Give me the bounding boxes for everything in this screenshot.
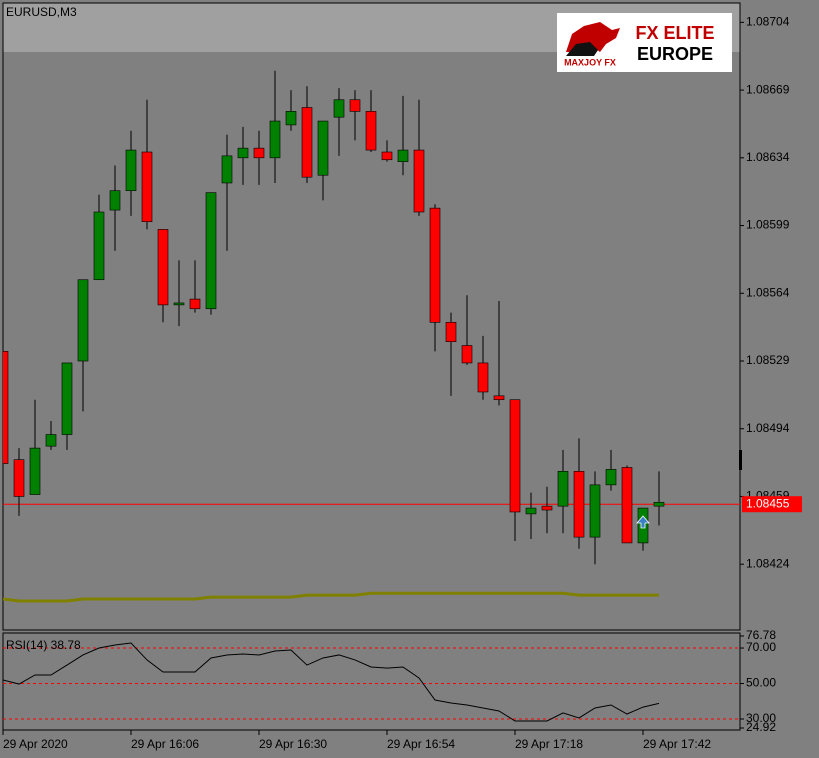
rsi-line xyxy=(3,642,660,722)
logo: MAXJOY FX FX ELITE EUROPE xyxy=(557,13,732,72)
candle-body xyxy=(621,467,633,544)
y-tick-label: 1.08529 xyxy=(746,353,790,367)
candle-body xyxy=(93,211,105,281)
rsi-plot xyxy=(3,642,740,722)
symbol-label: EURUSD,M3 xyxy=(6,5,77,19)
x-tick-label: 29 Apr 16:30 xyxy=(259,737,327,751)
candle-body xyxy=(205,192,217,310)
price-box xyxy=(742,496,802,513)
bull-shadow xyxy=(566,42,598,56)
axes: 1.08704 1.08669 1.08634 1.08599 1.08564 1.085… xyxy=(2,15,790,751)
candle-body xyxy=(557,471,569,507)
candle-body xyxy=(173,302,185,306)
candle-body xyxy=(429,207,441,323)
x-tick-label: 29 Apr 16:06 xyxy=(131,737,199,751)
x-tick-label: 29 Apr 2020 xyxy=(3,737,68,751)
candle-body xyxy=(477,362,489,393)
arrow-icon xyxy=(636,515,650,529)
candle-body xyxy=(653,501,665,507)
y-tick-label: 1.08564 xyxy=(746,285,790,299)
logo-subtitle: EUROPE xyxy=(637,44,713,64)
candle-body xyxy=(397,149,409,162)
candle-body xyxy=(333,99,345,118)
candle-body xyxy=(445,322,457,342)
overlay: 1.08455 xyxy=(636,496,802,529)
candle-body xyxy=(589,484,601,538)
y-tick-label: 24.92 xyxy=(746,720,776,734)
candle-body xyxy=(125,149,137,192)
moving-average xyxy=(3,591,659,603)
candle-body xyxy=(269,120,281,159)
candle-body xyxy=(461,345,473,364)
y-tick-label: 1.08704 xyxy=(746,15,790,29)
scroll-marker xyxy=(739,450,742,470)
candle-body xyxy=(141,151,153,222)
candle-body xyxy=(109,190,121,211)
candle-body xyxy=(13,459,25,497)
x-tick-label: 29 Apr 17:18 xyxy=(515,737,583,751)
y-tick-label: 1.08424 xyxy=(746,556,790,570)
candle-body xyxy=(317,120,329,176)
main-frame xyxy=(2,2,741,631)
candle-body xyxy=(285,111,297,126)
candle-body xyxy=(493,395,505,401)
candle-body xyxy=(3,351,9,464)
candle-body xyxy=(61,362,73,435)
y-tick-label: 1.08494 xyxy=(746,421,790,435)
candle-body xyxy=(189,298,201,310)
candle-body xyxy=(349,99,361,112)
y-tick-label: 1.08634 xyxy=(746,150,790,164)
candle-body xyxy=(29,447,41,495)
candle-body xyxy=(77,279,89,362)
candle-body xyxy=(301,107,313,178)
candle-body xyxy=(381,151,393,161)
candle-body xyxy=(221,155,233,184)
candle-body xyxy=(157,229,169,306)
candle-body xyxy=(45,434,57,447)
x-tick-label: 29 Apr 16:54 xyxy=(387,737,455,751)
candle-body xyxy=(413,149,425,213)
logo-title: FX ELITE xyxy=(635,23,714,43)
candle-body xyxy=(253,147,265,159)
y-tick-label: 76.78 xyxy=(746,628,776,642)
y-tick-label: 1.08669 xyxy=(746,82,790,96)
candle-body xyxy=(525,507,537,515)
y-tick-label: 50.00 xyxy=(746,676,776,690)
rsi-title: RSI(14) 38.78 xyxy=(6,638,81,652)
candle-body xyxy=(509,399,521,513)
logo-brand: MAXJOY FX xyxy=(564,57,616,67)
price-box-label: 1.08455 xyxy=(746,496,790,510)
y-tick-label: 70.00 xyxy=(746,640,776,654)
candle-body xyxy=(237,147,249,159)
y-tick-label: 1.08599 xyxy=(746,218,790,232)
rsi-frame xyxy=(2,632,741,731)
candle-body xyxy=(541,505,553,511)
candle-body xyxy=(365,111,377,151)
main-plot xyxy=(3,70,740,603)
y-tick-label: 30.00 xyxy=(746,711,776,725)
candle-body xyxy=(573,471,585,538)
x-tick-label: 29 Apr 17:42 xyxy=(643,737,711,751)
candle-body xyxy=(605,469,617,486)
